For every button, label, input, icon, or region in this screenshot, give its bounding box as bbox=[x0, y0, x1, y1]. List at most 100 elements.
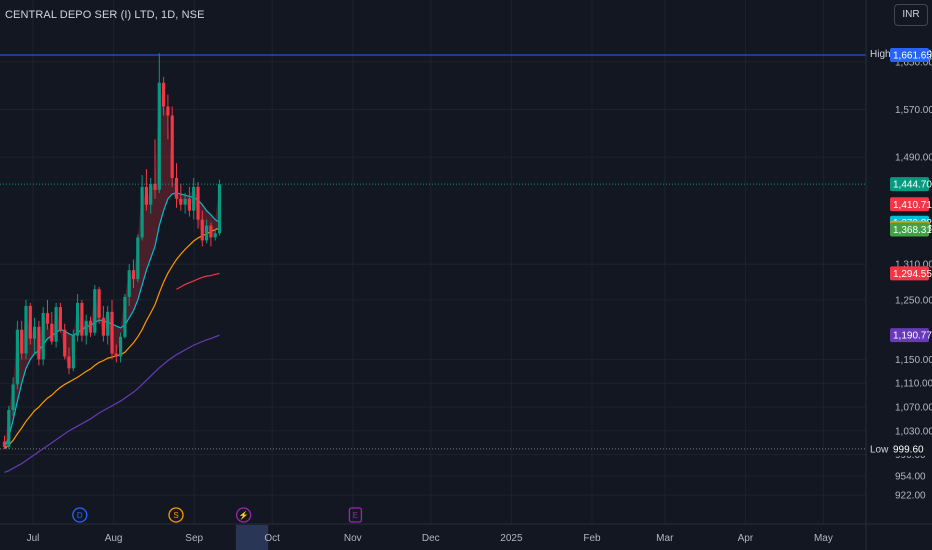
candle-body bbox=[2, 441, 7, 447]
event-icon bbox=[235, 507, 252, 523]
candle-body bbox=[209, 225, 213, 238]
candle-body bbox=[71, 335, 75, 369]
y-tick-label: 1,070.00 bbox=[895, 403, 932, 414]
price-tag-label: 1,368.31 bbox=[893, 225, 932, 236]
event-icon bbox=[72, 507, 88, 523]
time-selection-range bbox=[235, 525, 269, 550]
candle-body bbox=[162, 82, 166, 107]
candle-body bbox=[119, 336, 123, 357]
candle-body bbox=[88, 320, 93, 333]
chart-grid bbox=[0, 0, 866, 524]
price-tag-bg bbox=[890, 48, 929, 62]
y-tick-label: 1,490.00 bbox=[895, 153, 932, 164]
chart-title: CENTRAL DEPO SER (I) LTD, 1D, NSE bbox=[5, 9, 205, 21]
price-tag-label: 1,410.71 bbox=[893, 200, 932, 211]
x-tick-label: Feb bbox=[583, 533, 601, 544]
candle-body bbox=[170, 115, 174, 178]
candle-body bbox=[196, 186, 200, 220]
candle-body bbox=[217, 184, 222, 234]
currency-button[interactable]: INR bbox=[894, 4, 928, 26]
tag-prefix-bg bbox=[867, 441, 889, 456]
candle-body bbox=[76, 302, 80, 336]
y-tick-label: 1,110.00 bbox=[895, 379, 932, 390]
price-tag-bg bbox=[890, 222, 929, 237]
x-tick-label: Mar bbox=[656, 533, 674, 544]
candle-body bbox=[123, 296, 127, 337]
candle-body bbox=[58, 307, 62, 330]
y-tick-label: 922.00 bbox=[895, 491, 926, 502]
candle-body bbox=[67, 356, 71, 369]
tag-prefix-bg bbox=[867, 46, 889, 61]
candle-body bbox=[200, 219, 204, 241]
x-tick-label: May bbox=[814, 533, 833, 544]
price-tag-bg bbox=[890, 197, 929, 212]
price-tag-label: 1,444.70 bbox=[893, 180, 932, 191]
candle-body bbox=[205, 225, 209, 241]
price-tag-bg bbox=[890, 177, 929, 192]
candle-body bbox=[15, 329, 19, 385]
candle-body bbox=[11, 384, 15, 411]
ma-line-3 bbox=[4, 334, 220, 474]
candle-body bbox=[80, 302, 84, 336]
candle-body bbox=[20, 329, 24, 354]
ribbon-bands bbox=[4, 82, 220, 449]
candle-body bbox=[93, 289, 97, 333]
x-tick-label: Sep bbox=[185, 533, 203, 544]
candle-body bbox=[106, 311, 110, 336]
candle-body bbox=[28, 305, 32, 339]
candle-body bbox=[101, 317, 105, 336]
event-icon-label: D bbox=[77, 511, 83, 520]
x-tick-label: Jul bbox=[27, 533, 40, 544]
candle-body bbox=[140, 186, 144, 238]
candle-body bbox=[7, 410, 11, 447]
candle-body bbox=[136, 237, 140, 280]
candle-body bbox=[144, 186, 148, 205]
candle-body bbox=[174, 177, 179, 199]
y-tick-label: 1,650.00 bbox=[895, 57, 932, 68]
reference-lines bbox=[0, 54, 866, 450]
ma-line-2 bbox=[176, 272, 220, 290]
candle-body bbox=[114, 353, 118, 357]
event-icon-label: E bbox=[353, 511, 358, 520]
x-tick-label: Dec bbox=[422, 533, 440, 544]
event-icon-label: S bbox=[173, 511, 178, 520]
candle-body bbox=[24, 305, 28, 354]
candle-body bbox=[127, 270, 131, 297]
event-icon bbox=[168, 507, 184, 523]
candle-body bbox=[131, 270, 136, 280]
candle-body bbox=[84, 320, 88, 336]
ribbon-fill bbox=[4, 82, 220, 449]
candle-body bbox=[187, 198, 191, 211]
y-tick-label: 1,250.00 bbox=[895, 295, 932, 306]
price-tag-label: 1,190.77 bbox=[893, 331, 932, 342]
tag-prefix-label: High bbox=[870, 49, 891, 60]
candle-body bbox=[153, 183, 157, 190]
x-tick-label: Oct bbox=[264, 533, 280, 544]
y-tick-label: 1,030.00 bbox=[895, 426, 932, 437]
price-tag-label: 999.60 bbox=[893, 444, 924, 455]
time-axis[interactable]: Jul Aug Sep Oct Nov Dec 2025 Feb Mar Apr May bbox=[0, 523, 932, 550]
candle-body bbox=[50, 323, 54, 342]
candle-body bbox=[213, 233, 217, 238]
candle-body bbox=[97, 289, 101, 318]
price-tag-bg bbox=[890, 328, 929, 343]
candle-body bbox=[183, 198, 187, 205]
candlestick-series bbox=[2, 53, 222, 449]
x-tick-label: Aug bbox=[105, 533, 123, 544]
price-tags: High1,664.401,661.651,444.701,410.711,37… bbox=[867, 46, 932, 456]
candle-body bbox=[33, 326, 37, 339]
price-tag-bg bbox=[890, 266, 929, 281]
price-tag-label: 1,661.65 bbox=[893, 51, 932, 62]
candle-body bbox=[63, 329, 67, 357]
price-tag-label: 1,294.55 bbox=[893, 269, 932, 280]
y-tick-label: 1,310.00 bbox=[895, 260, 932, 271]
candle-body bbox=[157, 82, 161, 190]
event-icon-label: ⚡ bbox=[239, 510, 249, 520]
candle-body bbox=[179, 198, 183, 205]
y-tick-label: 954.00 bbox=[895, 472, 926, 483]
event-markers[interactable]: D S ⚡ E bbox=[72, 507, 363, 523]
tag-prefix-label: Low bbox=[870, 444, 889, 455]
x-tick-label: Nov bbox=[344, 533, 362, 544]
candle-body bbox=[45, 313, 50, 324]
